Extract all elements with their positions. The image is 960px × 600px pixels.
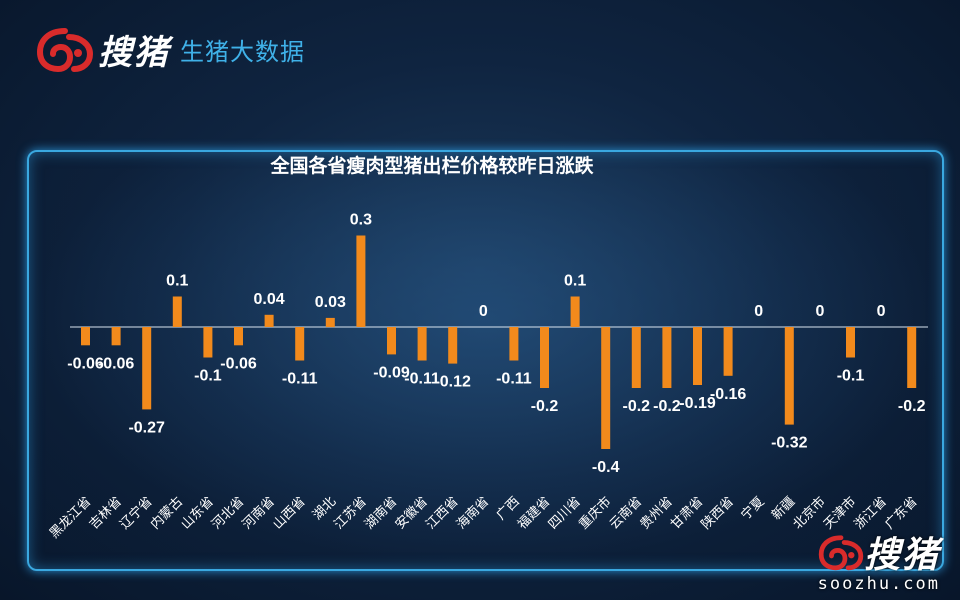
category-label-9: 江苏省 bbox=[331, 494, 370, 533]
brand-logo-icon bbox=[36, 28, 94, 73]
bar-17 bbox=[601, 327, 611, 449]
category-label-2: 辽宁省 bbox=[117, 494, 156, 533]
category-label-17: 重庆市 bbox=[576, 494, 615, 533]
chart-title: 全国各省瘦肉型猪出栏价格较昨日涨跌 bbox=[269, 154, 594, 177]
bar-4 bbox=[203, 327, 213, 358]
data-label-27: -0.2 bbox=[898, 398, 926, 415]
data-label-17: -0.4 bbox=[592, 459, 620, 476]
bar-18 bbox=[631, 327, 641, 388]
category-label-5: 河北省 bbox=[209, 494, 247, 532]
data-label-19: -0.2 bbox=[653, 398, 681, 415]
brand-name: 搜猪 bbox=[98, 32, 170, 73]
category-label-21: 陕西省 bbox=[699, 494, 737, 532]
data-label-23: -0.32 bbox=[771, 435, 808, 452]
bar-2 bbox=[142, 327, 152, 410]
category-label-20: 甘肃省 bbox=[668, 494, 706, 532]
bar-10 bbox=[387, 327, 396, 355]
data-label-18: -0.2 bbox=[623, 398, 651, 415]
data-label-13: 0 bbox=[479, 303, 488, 320]
data-label-5: -0.06 bbox=[220, 355, 257, 372]
category-label-0: 黑龙江省 bbox=[47, 494, 94, 541]
data-label-24: 0 bbox=[815, 303, 824, 320]
category-label-4: 山东省 bbox=[179, 494, 217, 532]
category-label-13: 海南省 bbox=[453, 494, 492, 533]
watermark-url: soozhu.com bbox=[817, 574, 940, 594]
bar-15 bbox=[540, 327, 549, 388]
data-label-25: -0.1 bbox=[837, 368, 865, 385]
data-label-2: -0.27 bbox=[128, 419, 165, 436]
data-label-12: -0.12 bbox=[434, 374, 471, 391]
bar-1 bbox=[111, 327, 121, 346]
data-label-6: 0.04 bbox=[254, 291, 285, 308]
data-label-8: 0.03 bbox=[315, 294, 346, 311]
header: 搜猪 生猪大数据 bbox=[36, 24, 305, 74]
category-label-12: 江西省 bbox=[423, 494, 461, 532]
data-label-21: -0.16 bbox=[710, 386, 747, 403]
bar-7 bbox=[295, 327, 305, 361]
data-label-10: -0.09 bbox=[373, 364, 410, 381]
data-label-26: 0 bbox=[877, 303, 886, 320]
data-label-0: -0.06 bbox=[67, 355, 104, 372]
data-label-9: 0.3 bbox=[350, 212, 372, 229]
category-label-19: 贵州省 bbox=[638, 494, 676, 532]
bar-21 bbox=[723, 327, 733, 376]
category-label-7: 山西省 bbox=[270, 494, 308, 532]
bar-5 bbox=[234, 327, 243, 346]
watermark-brand-name: 搜猪 bbox=[863, 534, 940, 576]
bar-20 bbox=[693, 327, 702, 385]
category-label-3: 内蒙古 bbox=[147, 494, 186, 533]
category-label-18: 云南省 bbox=[606, 494, 645, 533]
watermark-logo-icon bbox=[818, 535, 864, 571]
bar-3 bbox=[172, 296, 182, 327]
data-label-16: 0.1 bbox=[564, 273, 586, 290]
category-label-1: 吉林省 bbox=[87, 494, 125, 532]
data-label-7: -0.11 bbox=[282, 371, 318, 388]
data-label-4: -0.1 bbox=[194, 368, 222, 385]
brand-subtitle: 生猪大数据 bbox=[180, 37, 305, 66]
bar-8 bbox=[325, 317, 335, 328]
bar-12 bbox=[448, 327, 458, 364]
category-label-10: 湖南省 bbox=[361, 494, 400, 533]
data-label-3: 0.1 bbox=[166, 273, 188, 290]
category-label-16: 四川省 bbox=[546, 494, 584, 532]
data-label-11: -0.11 bbox=[404, 371, 440, 388]
category-label-22: 宁夏 bbox=[738, 494, 768, 524]
data-label-20: -0.19 bbox=[679, 395, 716, 412]
watermark: 搜猪 soozhu.com bbox=[818, 526, 940, 594]
bar-14 bbox=[509, 327, 519, 361]
data-label-1: -0.06 bbox=[98, 355, 135, 372]
bar-19 bbox=[662, 327, 672, 388]
data-label-15: -0.2 bbox=[531, 398, 559, 415]
bar-27 bbox=[907, 327, 917, 388]
bar-9 bbox=[356, 235, 366, 327]
data-label-14: -0.11 bbox=[496, 371, 532, 388]
data-label-22: 0 bbox=[754, 303, 763, 320]
bar-0 bbox=[81, 327, 90, 346]
category-label-11: 安徽省 bbox=[393, 494, 431, 532]
bar-16 bbox=[570, 296, 580, 327]
bar-23 bbox=[784, 327, 794, 425]
bar-11 bbox=[417, 327, 427, 361]
category-label-15: 福建省 bbox=[515, 494, 553, 532]
bar-6 bbox=[264, 314, 274, 327]
category-label-6: 河南省 bbox=[239, 494, 278, 533]
bar-25 bbox=[846, 327, 855, 358]
